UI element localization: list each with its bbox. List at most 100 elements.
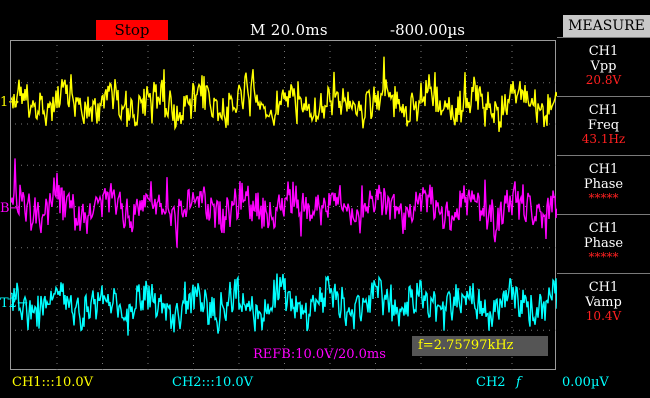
graticule-dot [99, 123, 100, 125]
graticule-dot [213, 164, 214, 166]
graticule-dot [429, 329, 430, 331]
graticule-dot [57, 82, 58, 84]
graticule-dot [193, 57, 194, 58]
graticule-dot [147, 117, 149, 118]
graticule-dot [417, 82, 418, 84]
graticule-dot [284, 57, 285, 58]
graticule-dot [56, 297, 58, 298]
graticule-dot [56, 219, 58, 220]
graticule-dot [537, 123, 538, 125]
graticule-dot [219, 123, 220, 125]
graticule-dot [159, 164, 160, 166]
graticule-dot [351, 123, 352, 125]
graticule-dot [238, 369, 240, 370]
graticule-dot [309, 123, 310, 125]
graticule-dot [453, 82, 454, 84]
graticule-dot [238, 231, 240, 232]
graticule-dot [375, 135, 376, 136]
graticule-dot [375, 243, 376, 244]
graticule-dot [51, 247, 52, 249]
graticule-dot [513, 164, 514, 166]
graticule-dot [447, 288, 448, 290]
graticule-dot [285, 206, 286, 207]
graticule-dot [501, 247, 502, 249]
graticule-dot [357, 329, 358, 331]
graticule-dot [102, 81, 103, 82]
graticule-dot [466, 117, 467, 118]
graticule-dot [93, 123, 94, 125]
graticule-dot [511, 57, 513, 58]
frequency-counter: f=2.75797kHz [412, 336, 548, 356]
graticule-dot [238, 249, 240, 250]
t2-marker[interactable]: T2→ [0, 297, 34, 311]
measure-item-vpp[interactable]: CH1 Vpp 20.8V [557, 37, 650, 96]
graticule-dot [435, 123, 436, 125]
graticule-dot [193, 279, 194, 280]
graticule-dot [495, 206, 496, 207]
graticule-dot [511, 129, 513, 130]
graticule-dot [135, 164, 136, 166]
graticule-dot [238, 279, 240, 280]
graticule-dot [105, 247, 106, 249]
graticule-dot [285, 247, 286, 249]
graticule-dot [27, 247, 28, 249]
graticule-dot [238, 57, 240, 58]
graticule-dot [147, 261, 149, 262]
graticule-dot [165, 288, 166, 290]
graticule-dot [525, 123, 526, 125]
graticule-dot [102, 315, 103, 316]
graticule-dot [381, 247, 382, 249]
graticule-dot [375, 357, 376, 358]
graticule-dot [303, 329, 304, 331]
graticule-dot [267, 329, 268, 331]
graticule-dot [102, 99, 103, 100]
graticule-dot [237, 329, 238, 331]
graticule-dot [477, 329, 478, 331]
graticule-dot [147, 206, 148, 207]
graticule-dot [81, 247, 82, 249]
graticule-dot [375, 82, 376, 84]
graticule-dot [423, 329, 424, 331]
graticule-dot [177, 329, 178, 331]
graticule-dot [284, 321, 285, 322]
graticule-dot [441, 288, 442, 290]
graticule-dot [465, 288, 466, 290]
graticule-dot [420, 255, 422, 256]
graticule-dot [511, 51, 513, 52]
ch1-marker[interactable]: 1→ [0, 96, 34, 110]
arrow-right-icon: → [16, 296, 28, 311]
measure-item-vamp[interactable]: CH1 Vamp 10.4V [557, 273, 650, 332]
graticule-dot [39, 206, 40, 207]
graticule-dot [33, 123, 34, 125]
graticule-dot [411, 247, 412, 249]
graticule-dot [363, 247, 364, 249]
graticule-dot [15, 247, 16, 249]
graticule-dot [329, 87, 331, 88]
graticule-dot [238, 267, 240, 268]
graticule-dot [21, 247, 22, 249]
graticule-dot [141, 329, 142, 331]
graticule-dot [375, 147, 376, 148]
graticule-dot [56, 267, 58, 268]
measure-item-freq[interactable]: CH1 Freq 43.1Hz [557, 96, 650, 155]
measure-item-phase-2[interactable]: CH1 Phase ***** [557, 214, 650, 273]
graticule-dot [56, 153, 58, 154]
graticule-dot [339, 82, 340, 84]
graticule-dot [93, 82, 94, 84]
measure-item-phase-1[interactable]: CH1 Phase ***** [557, 155, 650, 214]
graticule-dot [255, 247, 256, 249]
graticule-dot [201, 123, 202, 125]
graticule-dot [238, 69, 240, 70]
graticule-dot [147, 75, 149, 76]
graticule-dot [129, 288, 130, 290]
graticule-dot [495, 82, 496, 84]
graticule-dot [135, 247, 136, 249]
graticule-dot [495, 288, 496, 290]
graticule-dot [489, 82, 490, 84]
run-state-badge[interactable]: Stop [96, 20, 168, 40]
graticule-dot [102, 171, 103, 172]
graticule-dot [466, 333, 467, 334]
measure-panel: MEASURE CH1 Vpp 20.8V CH1 Freq 43.1Hz CH… [557, 15, 650, 375]
graticule-dot [375, 93, 376, 94]
refb-marker[interactable]: B→ [0, 202, 34, 216]
